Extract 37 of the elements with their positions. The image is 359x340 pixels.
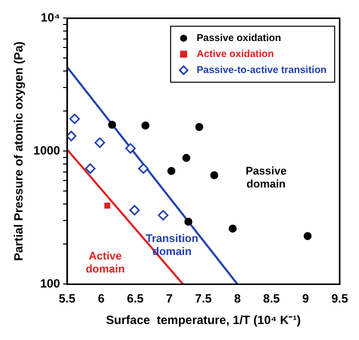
point xyxy=(184,218,192,226)
x-axis-title: Surface temperature, 1/T (10⁴ K⁻¹) xyxy=(106,313,301,328)
point xyxy=(104,202,110,209)
point xyxy=(141,122,150,130)
x-tick-label: 9.5 xyxy=(331,292,348,306)
point xyxy=(108,120,116,129)
y-tick-label: 10⁴ xyxy=(40,10,60,25)
x-tick-label: 7 xyxy=(166,292,173,306)
y-axis-title: Partial Pressure of atomic oxygen (Pa) xyxy=(12,41,26,261)
legend-label: Active oxidation xyxy=(196,48,274,60)
x-tick-label: 6.5 xyxy=(126,292,144,306)
point xyxy=(85,163,96,174)
x-tick-label: 8.5 xyxy=(263,292,280,306)
point xyxy=(210,171,218,180)
legend-label: Passive-to-active transition xyxy=(196,64,327,76)
point xyxy=(138,163,149,174)
legend-label: Passive oxidation xyxy=(196,32,282,44)
point xyxy=(94,137,106,148)
annotation: Passive domain xyxy=(246,165,287,190)
y-tick-label: 100 xyxy=(40,276,60,291)
x-tick-label: 5.5 xyxy=(58,292,76,306)
point xyxy=(69,114,80,124)
x-tick-label: 9 xyxy=(302,292,310,306)
point xyxy=(228,224,237,233)
point xyxy=(304,232,312,240)
point xyxy=(182,154,190,162)
point xyxy=(167,166,176,175)
y-tick-label: 1000 xyxy=(33,144,60,158)
point xyxy=(195,123,204,132)
annotation: Active domain xyxy=(86,250,126,276)
point xyxy=(125,143,136,154)
point xyxy=(129,204,140,216)
x-tick-label: 6 xyxy=(98,292,105,306)
point xyxy=(67,130,76,142)
x-tick-label: 8 xyxy=(234,292,242,306)
x-tick-label: 7.5 xyxy=(195,292,212,306)
point xyxy=(158,210,168,220)
